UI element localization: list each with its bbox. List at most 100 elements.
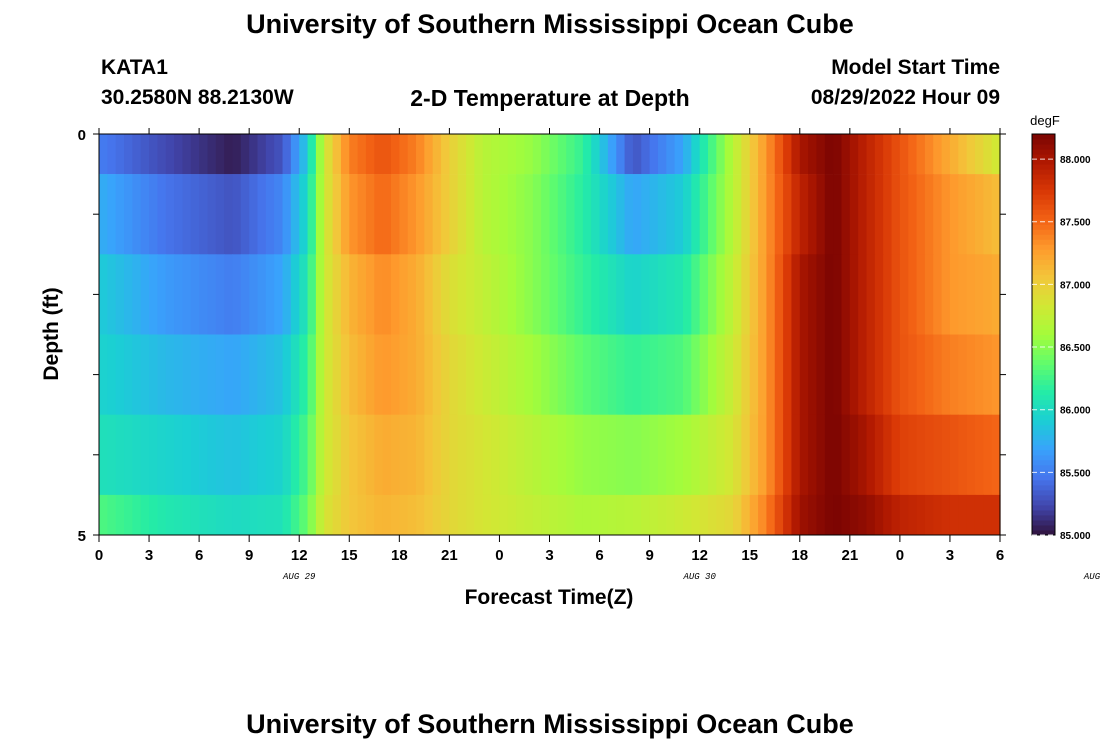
heatmap-cell — [374, 334, 384, 415]
heatmap-cell — [958, 254, 968, 335]
heatmap-cell — [933, 254, 943, 335]
heatmap-cell — [215, 494, 225, 536]
heatmap-cell — [390, 494, 400, 536]
heatmap-cell — [249, 334, 259, 415]
x-tick-label: 3 — [946, 547, 954, 564]
heatmap-cell — [474, 134, 484, 175]
heatmap-cell — [582, 494, 592, 536]
colorbar-segment — [1032, 474, 1055, 481]
heatmap-cell — [524, 494, 534, 536]
heatmap-cell — [532, 174, 542, 255]
heatmap-cell — [282, 414, 292, 496]
heatmap-cell — [240, 254, 250, 335]
heatmap-cell — [324, 414, 334, 496]
heatmap-cell — [165, 414, 175, 496]
heatmap-cell — [891, 254, 901, 335]
heatmap-cell — [908, 134, 918, 175]
colorbar-segment — [1032, 249, 1055, 255]
heatmap-cell — [524, 134, 534, 175]
plot-title: 2-D Temperature at Depth — [410, 85, 690, 111]
heatmap-cell — [357, 134, 367, 175]
heatmap-cell — [682, 414, 692, 496]
heatmap-cell — [591, 494, 601, 536]
heatmap-cell — [699, 334, 709, 415]
heatmap-cell — [699, 494, 709, 536]
heatmap-cell — [849, 134, 859, 175]
heatmap-cell — [866, 494, 876, 536]
heatmap-cell — [708, 494, 717, 536]
heatmap-cell — [132, 254, 142, 335]
heatmap-cell — [199, 334, 209, 415]
heatmap-cell — [474, 174, 484, 255]
heatmap-cell — [240, 174, 250, 255]
heatmap-cell — [749, 334, 759, 415]
colorbar-segment — [1032, 284, 1055, 290]
heatmap-cell — [390, 254, 400, 335]
heatmap-cell — [916, 494, 926, 536]
heatmap-cell — [674, 334, 684, 415]
heatmap-cell — [791, 414, 801, 496]
heatmap-cell — [115, 134, 125, 175]
heatmap-cell — [482, 134, 492, 175]
heatmap-cell — [457, 174, 467, 255]
heatmap-cell — [641, 414, 651, 496]
heatmap-cell — [107, 494, 117, 536]
heatmap-cell — [833, 174, 843, 255]
heatmap-cell — [424, 334, 434, 415]
heatmap-cell — [399, 494, 409, 536]
heatmap-cell — [758, 414, 768, 496]
heatmap-cell — [766, 254, 776, 335]
heatmap-cell — [190, 254, 200, 335]
heatmap-cell — [382, 414, 392, 496]
heatmap-cell — [666, 174, 676, 255]
heatmap-cell — [441, 414, 450, 496]
heatmap-cell — [808, 174, 818, 255]
colorbar-segment — [1032, 234, 1055, 240]
heatmap-cell — [491, 494, 501, 536]
colorbar-segment — [1032, 354, 1055, 361]
heatmap-cell — [874, 254, 884, 335]
heatmap-cell — [924, 494, 934, 536]
heatmap-cell — [624, 334, 634, 415]
heatmap-cell — [532, 334, 542, 415]
x-tick-label: 0 — [495, 547, 503, 564]
heatmap-cell — [441, 494, 450, 536]
heatmap-cell — [883, 134, 893, 175]
heatmap-cell — [516, 254, 526, 335]
heatmap-cell — [399, 334, 409, 415]
colorbar-segment — [1032, 159, 1055, 165]
heatmap-cell — [783, 494, 793, 536]
heatmap-cell — [991, 254, 1001, 335]
colorbar-segment — [1032, 174, 1055, 180]
heatmap-cell — [791, 174, 801, 255]
heatmap-cell — [324, 134, 334, 175]
heatmap-cell — [699, 134, 709, 175]
colorbar-segment — [1032, 424, 1055, 431]
heatmap-cell — [99, 414, 108, 496]
heatmap-cell — [691, 254, 701, 335]
heatmap-cell — [315, 414, 325, 496]
heatmap-cell — [799, 334, 809, 415]
heatmap-cell — [991, 414, 1001, 496]
heatmap-cell — [349, 134, 359, 175]
heatmap-cell — [499, 494, 509, 536]
colorbar-segment — [1032, 189, 1055, 195]
heatmap-cell — [449, 134, 459, 175]
heatmap-cell — [758, 334, 768, 415]
heatmap-cell — [924, 134, 934, 175]
heatmap-cell — [958, 494, 968, 536]
heatmap-cell — [357, 494, 367, 536]
heatmap-cell — [908, 254, 918, 335]
heatmap-cell — [274, 174, 284, 255]
heatmap-cell — [407, 134, 417, 175]
heatmap-cell — [991, 134, 1001, 175]
heatmap-cell — [482, 414, 492, 496]
heatmap-cell — [708, 174, 717, 255]
heatmap-cell — [432, 254, 442, 335]
x-axis: 0 3 6 9 12 15 18 21 0 3 6 9 12 15 18 21 0 3 6 AUG 29 AUG 30 A… — [95, 128, 1100, 582]
heatmap-cell — [432, 494, 442, 536]
heatmap-cell — [182, 134, 192, 175]
heatmap-cell — [332, 334, 342, 415]
heatmap-cell — [157, 494, 167, 536]
heatmap-cell — [599, 494, 609, 536]
